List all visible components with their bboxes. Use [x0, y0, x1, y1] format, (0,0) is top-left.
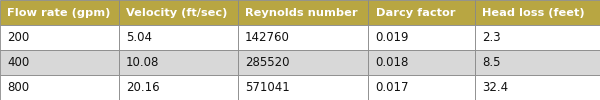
Bar — [0, 0, 119, 25]
Bar — [475, 75, 600, 100]
Bar — [368, 25, 475, 50]
Text: 32.4: 32.4 — [482, 81, 509, 94]
Text: 800: 800 — [7, 81, 29, 94]
Text: 200: 200 — [7, 31, 29, 44]
Bar — [119, 25, 238, 50]
Text: 285520: 285520 — [245, 56, 289, 69]
Text: 20.16: 20.16 — [126, 81, 160, 94]
Text: 0.019: 0.019 — [376, 31, 409, 44]
Bar — [119, 75, 238, 100]
Text: 8.5: 8.5 — [482, 56, 501, 69]
Text: Flow rate (gpm): Flow rate (gpm) — [7, 8, 110, 18]
Text: Velocity (ft/sec): Velocity (ft/sec) — [126, 8, 227, 18]
Bar — [0, 75, 119, 100]
Bar — [119, 50, 238, 75]
Bar — [475, 25, 600, 50]
Text: 10.08: 10.08 — [126, 56, 160, 69]
Text: 0.018: 0.018 — [376, 56, 409, 69]
Bar — [119, 0, 238, 25]
Text: 571041: 571041 — [245, 81, 290, 94]
Bar — [368, 75, 475, 100]
Text: 5.04: 5.04 — [126, 31, 152, 44]
Text: 142760: 142760 — [245, 31, 290, 44]
Bar — [368, 50, 475, 75]
Text: 0.017: 0.017 — [376, 81, 409, 94]
Bar — [0, 25, 119, 50]
Bar — [0, 50, 119, 75]
Text: Head loss (feet): Head loss (feet) — [482, 8, 585, 18]
Text: Reynolds number: Reynolds number — [245, 8, 358, 18]
Text: Darcy factor: Darcy factor — [376, 8, 455, 18]
Bar — [368, 0, 475, 25]
Bar — [238, 50, 368, 75]
Bar — [238, 75, 368, 100]
Bar — [475, 50, 600, 75]
Text: 2.3: 2.3 — [482, 31, 501, 44]
Bar — [238, 25, 368, 50]
Bar — [238, 0, 368, 25]
Bar — [475, 0, 600, 25]
Text: 400: 400 — [7, 56, 29, 69]
